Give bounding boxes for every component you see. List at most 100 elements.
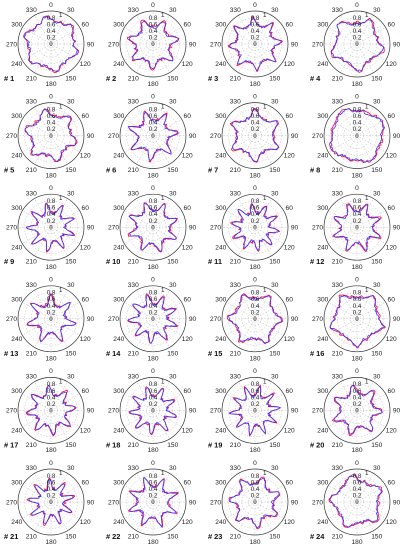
angle-tick-label: 210 — [26, 167, 37, 174]
angle-tick-label: 240 — [317, 427, 328, 434]
panel-label: # 6 — [106, 166, 116, 175]
radial-tick-label: 0.2 — [149, 126, 158, 133]
angle-tick-label: 60 — [184, 388, 192, 395]
angle-tick-label: 270 — [6, 316, 17, 323]
polar-outer-circle — [17, 285, 85, 353]
angle-tick-label: 300 — [317, 480, 328, 487]
angle-tick-label: 180 — [351, 81, 362, 88]
angle-tick-label: 270 — [108, 316, 119, 323]
polar-spoke — [124, 210, 154, 228]
radial-tick-label: 0.6 — [251, 479, 260, 486]
radial-tick-label: 0.4 — [251, 211, 260, 218]
angle-tick-label: 330 — [128, 282, 139, 289]
polar-grid-circle — [30, 23, 72, 65]
polar-spoke — [328, 302, 358, 320]
angle-tick-label: 60 — [82, 22, 90, 29]
polar-spoke — [34, 381, 52, 411]
radial-tick-label: 0.2 — [47, 493, 56, 500]
angle-tick-label: 60 — [286, 113, 294, 120]
polar-grid-circle — [234, 23, 276, 65]
polar-spoke — [254, 318, 272, 348]
radial-tick-label: 0 — [355, 224, 359, 231]
polar-panel: 030609012015018021024027030033000.20.40.… — [4, 460, 94, 546]
series-blue-line — [333, 204, 381, 251]
angle-tick-label: 300 — [11, 296, 22, 303]
polar-spoke — [124, 302, 154, 320]
angle-tick-label: 90 — [87, 408, 95, 415]
polar-spoke — [328, 501, 358, 519]
angle-tick-label: 330 — [128, 465, 139, 472]
angle-tick-label: 0 — [355, 185, 359, 192]
radial-tick-label: 0.8 — [149, 381, 158, 388]
radial-tick-label: 0.6 — [353, 388, 362, 395]
angle-tick-label: 300 — [11, 388, 22, 395]
polar-outer-circle — [323, 377, 391, 444]
polar-spoke — [226, 318, 256, 336]
polar-spoke — [356, 410, 386, 428]
polar-spoke — [50, 106, 68, 136]
polar-spoke — [340, 227, 358, 256]
panel-label: # 24 — [310, 532, 325, 541]
polar-spoke — [50, 501, 80, 519]
angle-tick-label: 180 — [45, 447, 56, 454]
angle-tick-label: 300 — [113, 22, 124, 29]
polar-grid-circle — [234, 481, 276, 523]
angle-tick-label: 150 — [65, 442, 76, 449]
radial-tick-label: 0.4 — [353, 28, 362, 35]
radial-tick-label: 1 — [263, 470, 267, 477]
angle-tick-label: 150 — [371, 442, 382, 449]
polar-grid-circle — [330, 292, 384, 346]
angle-tick-label: 120 — [182, 61, 193, 68]
polar-spoke — [136, 410, 154, 440]
polar-spoke — [152, 227, 170, 256]
angle-tick-label: 120 — [386, 61, 397, 68]
series-red-line — [126, 19, 180, 71]
polar-spoke — [152, 501, 170, 531]
polar-grid-circle — [24, 200, 78, 254]
polar-spoke — [254, 198, 272, 228]
angle-tick-label: 330 — [26, 7, 37, 14]
polar-spoke — [22, 27, 52, 45]
polar-spoke — [152, 198, 170, 228]
angle-tick-label: 330 — [26, 190, 37, 197]
polar-grid-circle — [126, 108, 180, 163]
polar-spoke — [124, 501, 154, 519]
radial-tick-label: 0 — [253, 133, 257, 140]
series-blue-line — [127, 111, 179, 161]
radial-tick-label: 0.2 — [251, 309, 260, 316]
polar-spoke — [356, 226, 386, 244]
polar-spoke — [356, 501, 374, 531]
radial-tick-label: 0.2 — [47, 126, 56, 133]
angle-tick-label: 330 — [332, 7, 343, 14]
angle-tick-label: 180 — [351, 264, 362, 271]
angle-tick-label: 330 — [230, 99, 241, 106]
angle-tick-label: 270 — [312, 316, 323, 323]
polar-grid-circle — [336, 390, 378, 431]
angle-tick-label: 270 — [6, 41, 17, 48]
angle-tick-label: 60 — [286, 22, 294, 29]
polar-spoke — [124, 226, 154, 244]
angle-tick-label: 210 — [332, 167, 343, 174]
polar-outer-circle — [221, 468, 289, 536]
angle-tick-label: 270 — [108, 133, 119, 140]
angle-tick-label: 180 — [351, 172, 362, 179]
series-blue-line — [229, 386, 281, 436]
radial-tick-label: 0.8 — [47, 15, 56, 22]
series-red-line — [228, 384, 281, 437]
angle-tick-label: 180 — [45, 264, 56, 271]
angle-tick-label: 330 — [230, 373, 241, 380]
radial-tick-label: 1 — [59, 287, 63, 294]
polar-spoke — [34, 473, 52, 503]
polar-spoke — [254, 226, 284, 244]
polar-spoke — [238, 473, 256, 503]
radial-tick-label: 0.2 — [47, 35, 56, 42]
polar-spoke — [152, 410, 182, 428]
radial-tick-label: 0.2 — [149, 309, 158, 316]
angle-tick-label: 120 — [80, 244, 91, 251]
polar-panel: 030609012015018021024027030033000.20.40.… — [4, 185, 94, 271]
series-red-line — [332, 384, 383, 437]
angle-tick-label: 270 — [210, 41, 221, 48]
polar-spoke — [340, 381, 358, 411]
polar-spoke — [254, 43, 284, 61]
polar-spoke — [226, 485, 256, 503]
